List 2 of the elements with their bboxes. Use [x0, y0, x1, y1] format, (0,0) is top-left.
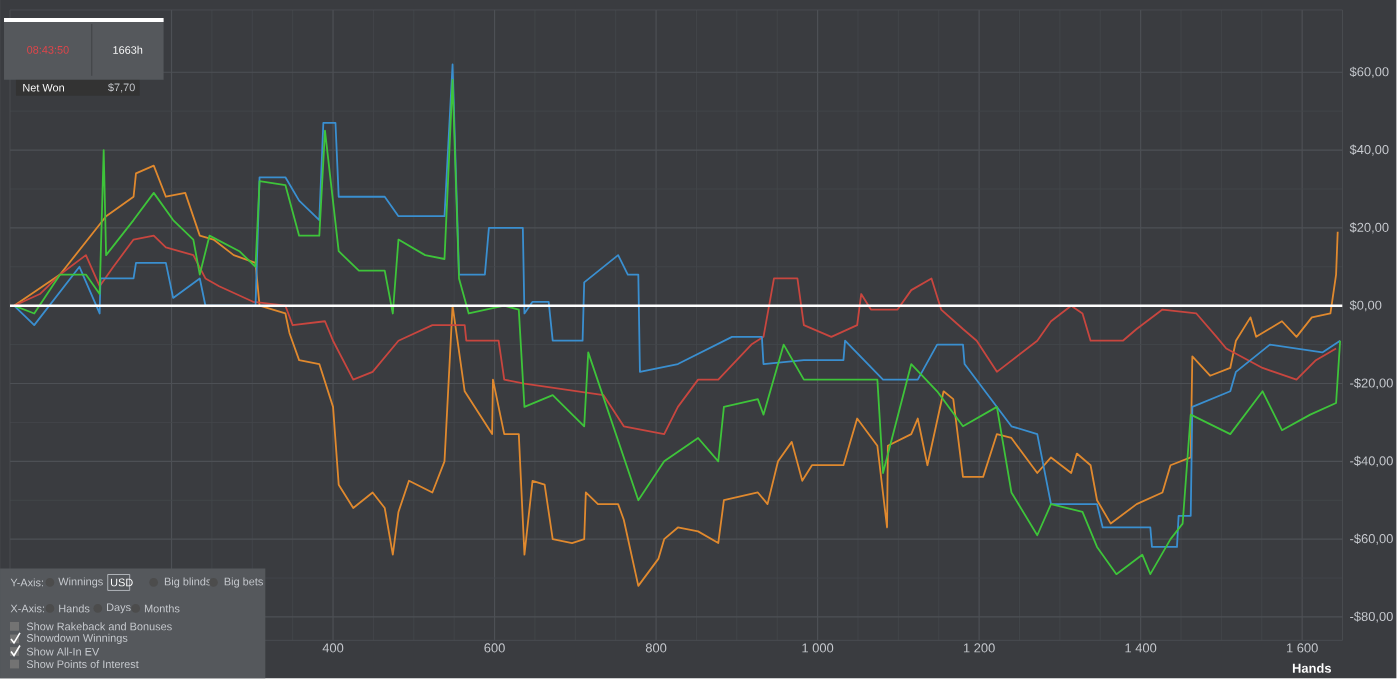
line-series	[13, 235, 1337, 436]
line-series	[13, 165, 1339, 588]
